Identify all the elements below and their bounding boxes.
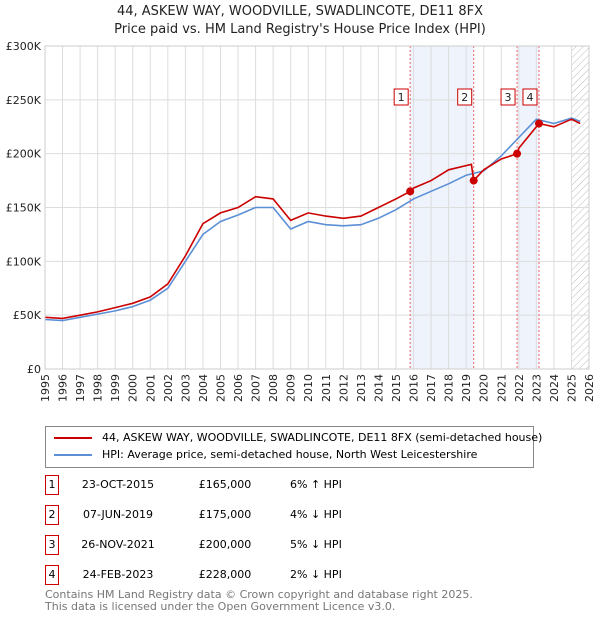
sale-date: 23-OCT-2015 [81,478,155,491]
x-tick-label: 2003 [179,374,192,402]
sale-date: 24-FEB-2023 [82,568,154,581]
sale-number-badge: 4 [45,565,59,585]
sale-label-box [522,88,538,106]
sale-number-badge: 3 [45,535,59,555]
sale-label: 4 [526,91,533,104]
sale-label: 3 [505,91,512,104]
chart-subtitle: Price paid vs. HM Land Registry's House … [114,22,486,37]
y-tick-label: £250K [6,94,42,107]
x-tick-label: 2004 [197,374,210,402]
x-tick-label: 2013 [355,374,368,402]
y-tick-label: £100K [6,255,42,268]
property-price-line [44,118,581,320]
x-tick-label: 2000 [127,374,140,402]
legend-swatch [54,454,92,456]
x-tick-label: 2026 [583,374,596,402]
x-tick-label: 1997 [74,374,87,402]
sale-price: £165,000 [198,478,252,491]
x-tick-label: 2019 [460,374,473,402]
x-tick-label: 2011 [320,374,333,402]
chart-title: 44, ASKEW WAY, WOODVILLE, SWADLINCOTE, D… [116,4,484,19]
x-tick-label: 2018 [443,374,456,402]
x-tick-label: 2023 [530,374,543,402]
sale-number-badge: 1 [45,475,59,495]
legend-item-hpi: HPI: Average price, semi-detached house,… [54,447,477,463]
y-tick-label: £50K [13,309,42,322]
sale-label: 2 [461,91,468,104]
x-tick-label: 2022 [513,374,526,402]
y-tick-label: £200K [6,148,42,161]
sale-label-box [393,88,409,106]
x-tick-label: 2001 [144,374,157,402]
x-tick-label: 2015 [390,374,403,402]
x-tick-label: 2016 [408,374,421,402]
price-chart: 1995 1996 1997 1998 1999 2000 2001 2002 2003 2004… [6,40,596,402]
plot-frame [44,45,590,370]
y-tick-label: £300K [6,40,42,53]
x-tick-label: 2002 [162,374,175,402]
x-tick-label: 1995 [39,374,52,402]
y-tick-label: £150K [6,202,42,215]
sale-date: 26-NOV-2021 [81,538,155,551]
x-tick-label: 2005 [214,374,227,402]
sale-point [513,149,522,158]
sale-hpi-diff: 2% ↓ HPI [290,568,342,581]
sale-label: 1 [398,91,405,104]
sale-price: £200,000 [198,538,252,551]
hpi-line [44,117,581,322]
sale-point [534,119,543,128]
x-tick-label: 1998 [92,374,105,402]
sale-hpi-diff: 4% ↓ HPI [290,508,342,521]
sale-number-badge: 2 [45,505,59,525]
sale-date: 07-JUN-2019 [82,508,154,521]
x-tick-label: 2006 [232,374,245,402]
x-tick-label: 2008 [267,374,280,402]
x-tick-label: 1999 [109,374,122,402]
x-tick-label: 2025 [565,374,578,402]
legend: 44, ASKEW WAY, WOODVILLE, SWADLINCOTE, D… [45,426,542,468]
sale-label-box [457,88,473,106]
sale-point [469,176,478,185]
legend-swatch [54,437,92,439]
sale-hpi-diff: 6% ↑ HPI [290,478,342,491]
sale-point [406,187,415,196]
x-tick-label: 2024 [548,374,561,402]
x-tick-label: 1996 [57,374,70,402]
x-tick-label: 2012 [337,374,350,402]
sale-price: £175,000 [198,508,252,521]
footer: Contains HM Land Registry data © Crown c… [45,588,473,613]
x-tick-label: 2020 [478,374,491,402]
x-tick-label: 2009 [285,374,298,402]
legend-item-property: 44, ASKEW WAY, WOODVILLE, SWADLINCOTE, D… [54,430,542,446]
x-tick-label: 2021 [495,374,508,402]
y-tick-label: £0 [27,363,41,376]
sale-price: £228,000 [198,568,252,581]
x-tick-label: 2014 [372,374,385,402]
x-tick-label: 2010 [302,374,315,402]
sale-label-box [500,88,516,106]
x-tick-label: 2007 [250,374,263,402]
x-tick-label: 2017 [425,374,438,402]
sale-hpi-diff: 5% ↓ HPI [290,538,342,551]
